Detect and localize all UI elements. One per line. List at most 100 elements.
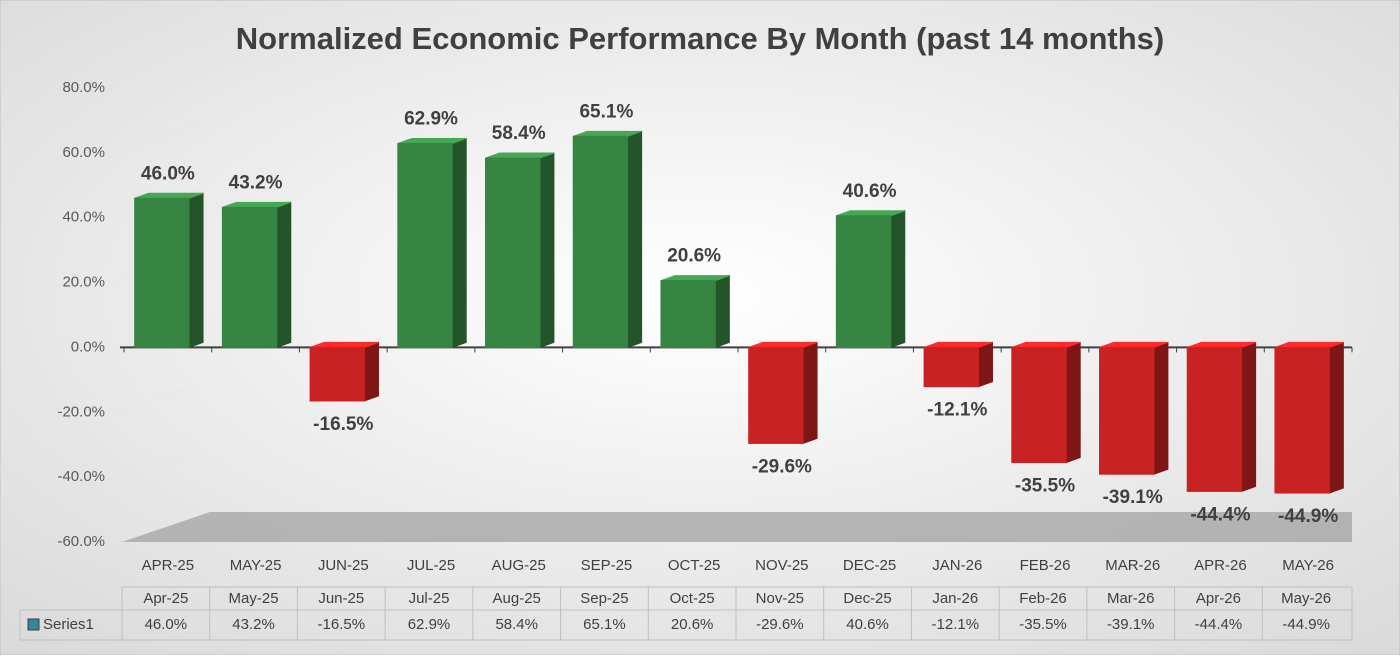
x-tick-label: NOV-25 [755, 557, 808, 574]
bar-side [714, 274, 730, 349]
bar [134, 197, 190, 348]
x-tick-label: JUN-25 [318, 557, 369, 574]
bar [309, 346, 365, 402]
x-tick-label: MAR-26 [1105, 557, 1160, 574]
data-label: -35.5% [1015, 476, 1075, 497]
bar-side [802, 341, 818, 445]
table-cell: -44.9% [1282, 616, 1330, 633]
grid-line [113, 511, 205, 543]
data-label: -16.5% [313, 414, 373, 435]
legend-swatch [27, 618, 40, 631]
y-tick-label: 40.0% [62, 209, 105, 226]
table-header: May-25 [229, 590, 279, 607]
x-tick-label: MAY-25 [230, 557, 282, 574]
y-tick-label: 20.0% [62, 274, 105, 291]
grid-line [113, 381, 205, 413]
table-cell: -44.4% [1195, 616, 1243, 633]
table-header: Jun-25 [318, 590, 364, 607]
data-label: -39.1% [1103, 487, 1163, 508]
bar [660, 280, 716, 348]
bar-side [539, 152, 555, 349]
grid-line [113, 57, 205, 89]
table-header: Jan-26 [932, 590, 978, 607]
grid-line [113, 446, 205, 478]
data-label: 40.6% [843, 181, 897, 202]
table-frame [19, 609, 1353, 641]
table-cell: 43.2% [232, 616, 275, 633]
y-tick-label: 60.0% [62, 144, 105, 161]
y-tick-label: 80.0% [62, 79, 105, 96]
y-tick-label: -60.0% [57, 533, 105, 550]
table-cell: 65.1% [583, 616, 626, 633]
bar-side [1328, 341, 1344, 494]
bar [923, 346, 979, 388]
table-cell: 58.4% [495, 616, 538, 633]
bar [835, 215, 892, 348]
data-label: 20.6% [667, 246, 721, 267]
data-label: -44.9% [1278, 506, 1338, 527]
bar [572, 135, 629, 348]
table-header: Nov-25 [756, 590, 804, 607]
data-label: 62.9% [404, 108, 458, 129]
bar [1099, 346, 1155, 475]
data-label: 43.2% [229, 172, 283, 193]
bar-side [1065, 341, 1081, 464]
table-header: Aug-25 [493, 590, 541, 607]
table-cell: -35.5% [1019, 616, 1067, 633]
bar-side [363, 341, 379, 402]
legend-label: Series1 [43, 616, 94, 633]
bar-side [188, 192, 204, 349]
x-tick-label: DEC-25 [843, 557, 896, 574]
x-tick-label: APR-25 [142, 557, 195, 574]
x-tick-label: FEB-26 [1020, 557, 1071, 574]
table-cell: 62.9% [408, 616, 451, 633]
bar-side [977, 341, 993, 388]
x-tick-label: SEP-25 [581, 557, 633, 574]
table-header: Jul-25 [409, 590, 450, 607]
x-tick-label: MAY-26 [1282, 557, 1334, 574]
table-header: Oct-25 [670, 590, 715, 607]
data-label: 65.1% [579, 101, 633, 122]
x-tick-label: JAN-26 [932, 557, 982, 574]
data-label: -29.6% [752, 456, 812, 477]
x-tick-label: APR-26 [1194, 557, 1247, 574]
table-header: Mar-26 [1107, 590, 1155, 607]
table-header: Feb-26 [1019, 590, 1067, 607]
bar [397, 142, 453, 348]
data-label: 46.0% [141, 163, 195, 184]
y-tick-label: 0.0% [71, 338, 105, 355]
x-tick-label: JUL-25 [407, 557, 455, 574]
bar-side [1241, 341, 1257, 493]
table-cell: 46.0% [145, 616, 188, 633]
table-cell: 40.6% [846, 616, 889, 633]
data-label: 58.4% [492, 123, 546, 144]
table-header: Apr-25 [143, 590, 188, 607]
bar-side [451, 137, 467, 349]
bar [1186, 346, 1243, 492]
bar-side [627, 130, 643, 349]
y-tick-label: -20.0% [57, 403, 105, 420]
table-cell: -12.1% [932, 616, 980, 633]
chart-title: Normalized Economic Performance By Month… [236, 21, 1164, 56]
table-cell: -29.6% [756, 616, 804, 633]
bar [1274, 346, 1330, 494]
bar-side [276, 201, 292, 349]
table-header: Sep-25 [580, 590, 628, 607]
table-cell: -16.5% [318, 616, 366, 633]
bar [748, 346, 804, 444]
bar-side [890, 210, 906, 349]
data-label: -44.4% [1190, 504, 1250, 525]
grid-line [113, 122, 205, 154]
x-tick-label: AUG-25 [492, 557, 546, 574]
floor [122, 512, 1352, 542]
y-tick-label: -40.0% [57, 468, 105, 485]
table-header: Dec-25 [843, 590, 891, 607]
table-cell: 20.6% [671, 616, 714, 633]
bar-side [1153, 341, 1169, 475]
table-header: May-26 [1281, 590, 1331, 607]
bar [1011, 346, 1067, 464]
bar [221, 206, 278, 348]
table-cell: -39.1% [1107, 616, 1155, 633]
